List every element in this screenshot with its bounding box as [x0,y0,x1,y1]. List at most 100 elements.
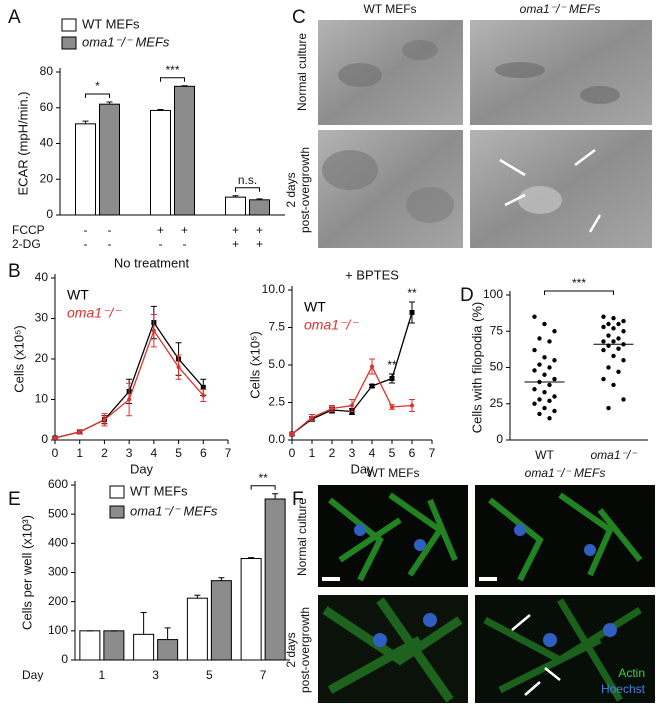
y-tick-label: 2.5 [268,395,285,409]
bar [99,103,120,216]
point [621,318,626,324]
error-bar [232,195,239,198]
annotation: ** [387,358,397,372]
column-header: WT MEFs [363,2,416,16]
legend-swatch [109,485,125,499]
point [606,405,611,411]
row-label: + [232,237,239,251]
x-tick-label: 3 [349,446,356,460]
x-tick-label: 6 [200,446,207,460]
point [552,329,557,334]
point [547,398,552,404]
x-tick-label: 4 [369,446,376,460]
row-label: - [108,223,112,237]
y-tick-label: 600 [48,477,68,491]
x-tick-label: 4 [151,446,158,460]
y-tick-label: 20 [40,171,54,185]
panel-label: C [292,7,306,28]
point [611,326,616,331]
panel-label: E [8,489,21,510]
point [552,408,557,414]
bar [79,630,101,661]
point [601,324,606,330]
row-label: - [84,237,88,251]
marker [176,365,181,370]
marker [350,403,354,408]
y-tick-label: 50 [490,360,504,374]
point [601,376,606,382]
marker [53,435,57,440]
point [621,329,626,334]
bar [210,580,232,661]
panel-label: A [8,7,21,28]
row-label: + [256,237,263,251]
axis-line [509,291,648,441]
legend-label: WT [304,299,326,315]
marker [127,397,132,402]
marker [151,328,156,333]
x-tick-label: 1 [309,446,316,460]
point [547,382,552,388]
x-axis-label: Day [350,461,374,476]
bar [225,196,246,216]
y-tick-label: 25 [490,396,504,410]
y-tick-label: 0 [41,432,48,446]
legend-label: WT MEFs [82,16,140,31]
error-bar [194,594,201,599]
legend-label: WT [67,287,89,303]
y-axis-label: ECAR (mpH/min.) [15,91,30,195]
y-axis-label: Cells (x10⁵) [11,325,26,393]
error-bar [256,198,263,200]
point [547,365,552,370]
y-tick-label: 80 [40,64,54,78]
x-tick-label: 7 [225,446,232,460]
row-label: post-overgrowth [298,607,312,693]
bar [249,199,270,216]
stain-label: Actin [618,666,645,680]
row-label: + [157,223,164,237]
y-tick-label: 30 [35,311,49,325]
y-tick-label: 500 [48,506,68,520]
annotation: ** [407,286,417,300]
point [537,411,542,417]
row-label-name: 2-DG [12,237,41,251]
point [616,346,621,351]
row-label: post-overgrowth [298,147,312,233]
error-bar [106,101,113,105]
point [547,416,552,421]
column-header: WT MEFs [366,466,419,480]
y-tick-label: 10 [35,392,49,406]
point [542,372,547,377]
legend-swatch [61,36,77,50]
fluorescence-image [318,485,655,703]
x-axis-label: Day [22,668,43,682]
annotation: ** [258,471,268,485]
error-bar [181,85,188,87]
y-tick-label: 5.0 [268,357,285,371]
point [542,355,547,360]
significance-bracket [544,290,614,295]
point [532,401,537,406]
marker [102,417,107,422]
point [547,339,552,344]
x-tick-label: 3 [152,668,159,682]
point [532,314,537,319]
error-bar [248,557,255,559]
legend-swatch [61,18,77,32]
row-label: + [256,223,263,237]
bar [264,498,286,661]
x-axis-label: Day [130,461,154,476]
point [601,314,606,319]
panel-label: D [460,285,474,306]
y-tick-label: 0 [46,207,53,221]
marker [330,406,334,411]
marker [310,415,314,420]
point [537,362,542,367]
x-tick-label: 5 [389,446,396,460]
marker [290,432,294,436]
annotation: *** [572,276,586,290]
point [537,397,542,402]
x-tick-label: WT [535,448,554,462]
point [606,333,611,338]
